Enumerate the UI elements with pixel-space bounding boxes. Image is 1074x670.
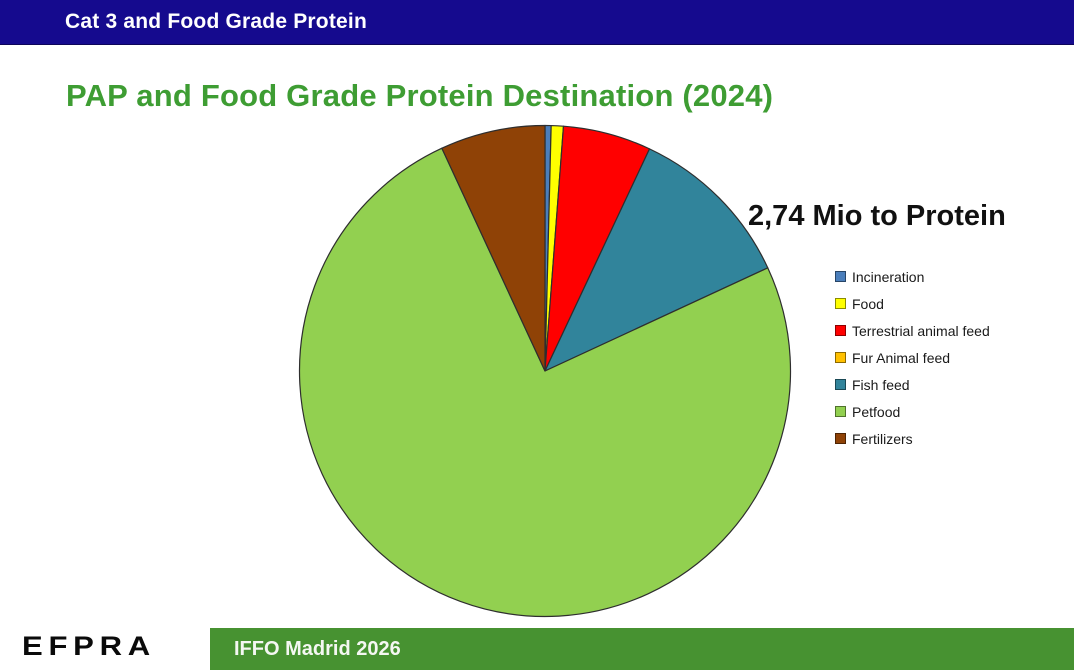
legend-label: Fur Animal feed bbox=[852, 349, 951, 366]
legend-label: Petfood bbox=[852, 403, 901, 420]
pie-chart-area bbox=[297, 123, 793, 619]
legend-color-swatch bbox=[835, 433, 846, 444]
slide-title: PAP and Food Grade Protein Destination (… bbox=[66, 78, 774, 113]
legend-color-swatch bbox=[835, 352, 846, 363]
footer-bar: IFFO Madrid 2026 bbox=[210, 628, 1074, 670]
legend-item-fertilizers: Fertilizers bbox=[835, 425, 990, 452]
legend-label: Food bbox=[852, 295, 884, 312]
legend-label: Fish feed bbox=[852, 376, 910, 393]
legend-color-swatch bbox=[835, 298, 846, 309]
legend-item-fish-feed: Fish feed bbox=[835, 371, 990, 398]
legend-label: Fertilizers bbox=[852, 430, 913, 447]
legend-item-terrestrial-animal-feed: Terrestrial animal feed bbox=[835, 317, 990, 344]
legend-item-fur-animal-feed: Fur Animal feed bbox=[835, 344, 990, 371]
legend-color-swatch bbox=[835, 325, 846, 336]
pie-slice-petfood bbox=[298, 147, 792, 618]
legend-item-petfood: Petfood bbox=[835, 398, 990, 425]
header-title: Cat 3 and Food Grade Protein bbox=[65, 10, 367, 33]
pie-slice-fish-feed bbox=[544, 148, 769, 372]
pie-slice-fertilizers bbox=[441, 124, 546, 372]
legend-label: Terrestrial animal feed bbox=[852, 322, 990, 339]
legend-label: Incineration bbox=[852, 268, 925, 285]
legend-color-swatch bbox=[835, 406, 846, 417]
legend-color-swatch bbox=[835, 271, 846, 282]
chart-annotation: 2,74 Mio to Protein bbox=[748, 200, 1006, 232]
chart-legend: Incineration Food Terrestrial animal feed F… bbox=[835, 263, 990, 452]
legend-item-food: Food bbox=[835, 290, 990, 317]
legend-item-incineration: Incineration bbox=[835, 263, 990, 290]
footer-bar-text: IFFO Madrid 2026 bbox=[234, 637, 401, 660]
pie-chart bbox=[298, 124, 792, 618]
efpra-logo: EFPRA bbox=[22, 631, 156, 661]
header-bar: Cat 3 and Food Grade Protein bbox=[0, 0, 1074, 45]
legend-color-swatch bbox=[835, 379, 846, 390]
